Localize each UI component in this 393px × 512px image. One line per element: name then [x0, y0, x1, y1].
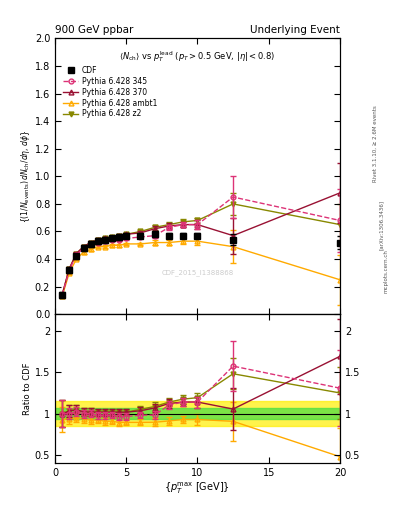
- Text: CDF_2015_I1388868: CDF_2015_I1388868: [162, 269, 233, 276]
- Text: Underlying Event: Underlying Event: [250, 25, 340, 35]
- Bar: [55, 401, 340, 426]
- Text: 900 GeV ppbar: 900 GeV ppbar: [55, 25, 133, 35]
- Y-axis label: Ratio to CDF: Ratio to CDF: [23, 362, 32, 415]
- Text: [arXiv:1306.3436]: [arXiv:1306.3436]: [379, 200, 384, 250]
- Text: mcplots.cern.ch: mcplots.cern.ch: [384, 249, 389, 293]
- Bar: [55, 408, 340, 419]
- Text: Rivet 3.1.10, ≥ 2.6M events: Rivet 3.1.10, ≥ 2.6M events: [373, 105, 378, 182]
- X-axis label: $\{p_T^\mathrm{max}$ [GeV]$\}$: $\{p_T^\mathrm{max}$ [GeV]$\}$: [165, 481, 230, 497]
- Y-axis label: $\{(1/N_\mathrm{events})\,dN_\mathrm{ch}/d\eta,\,d\phi\}$: $\{(1/N_\mathrm{events})\,dN_\mathrm{ch}…: [19, 130, 32, 223]
- Legend: CDF, Pythia 6.428 345, Pythia 6.428 370, Pythia 6.428 ambt1, Pythia 6.428 z2: CDF, Pythia 6.428 345, Pythia 6.428 370,…: [62, 65, 158, 120]
- Text: $\langle N_\mathrm{ch}\rangle$ vs $p_T^\mathrm{lead}$ ($p_T > 0.5$ GeV, $|\eta| : $\langle N_\mathrm{ch}\rangle$ vs $p_T^\…: [119, 50, 275, 65]
